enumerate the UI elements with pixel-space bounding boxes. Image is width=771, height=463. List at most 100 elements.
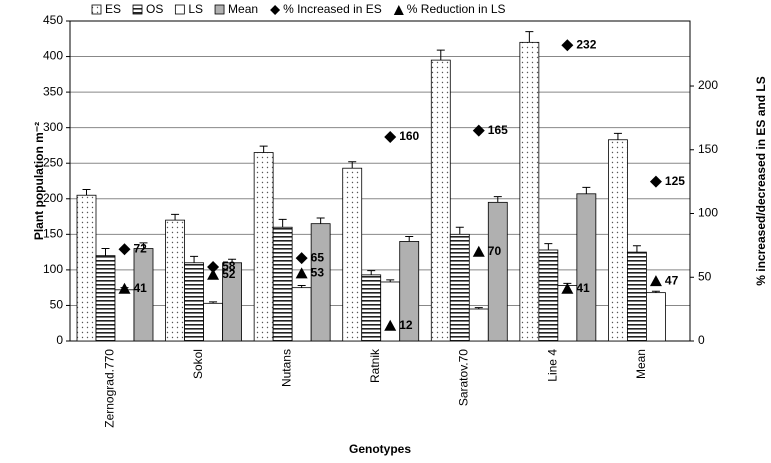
error-bar	[82, 189, 91, 196]
error-bar	[297, 285, 306, 288]
triangle-marker	[207, 268, 220, 280]
bar	[380, 281, 401, 342]
diamond-marker	[118, 243, 131, 256]
legend-marker	[393, 5, 404, 15]
triangle-marker	[295, 267, 308, 279]
bar	[538, 249, 559, 342]
error-bar	[348, 161, 357, 169]
error-bar	[632, 245, 641, 253]
x-tick-label: Mean	[634, 349, 648, 379]
error-bar	[474, 307, 483, 309]
bar	[519, 41, 540, 342]
x-tick-label: Saratov.70	[457, 349, 471, 406]
error-bar	[101, 248, 110, 256]
data-label: 41	[576, 281, 590, 295]
legend-label: ES	[105, 2, 121, 16]
data-label: 58	[222, 259, 236, 273]
diamond-marker	[207, 261, 220, 274]
error-bar	[228, 258, 237, 263]
bar	[627, 251, 647, 342]
bar	[272, 226, 293, 342]
y-tick-label: 200	[43, 191, 63, 205]
y-tick-label: 150	[43, 227, 63, 241]
data-label: 125	[665, 174, 685, 188]
y-tick-label: 50	[50, 298, 64, 312]
diamond-marker	[561, 39, 574, 52]
bar	[557, 285, 578, 342]
error-bar	[190, 255, 199, 263]
x-tick-label: Line 4	[545, 349, 559, 382]
error-bar	[582, 186, 591, 194]
y2-tick-label: 0	[698, 333, 705, 347]
data-label: 65	[311, 250, 325, 264]
data-label: 165	[488, 123, 508, 137]
triangle-marker	[472, 245, 485, 257]
y-tick-label: 300	[43, 120, 63, 134]
legend-label: LS	[188, 2, 203, 16]
y2-tick-label: 100	[698, 206, 718, 220]
triangle-marker	[561, 282, 574, 294]
data-label: 72	[134, 241, 148, 255]
diamond-marker	[384, 131, 397, 144]
error-bar	[544, 243, 553, 250]
triangle-marker	[118, 282, 131, 294]
y2-tick-label: 50	[698, 269, 712, 283]
bar	[184, 262, 204, 342]
error-bar	[405, 235, 414, 242]
bar	[291, 287, 312, 342]
y-axis-title: Plant population m⁻²	[32, 122, 46, 240]
error-bar	[316, 217, 325, 224]
error-bar	[209, 301, 218, 304]
bar	[646, 292, 666, 342]
x-tick-label: Zernograd.770	[102, 349, 116, 428]
bar	[361, 274, 382, 342]
legend-label: Mean	[228, 2, 258, 16]
legend-marker	[270, 5, 281, 15]
bar	[342, 167, 363, 342]
bar	[468, 308, 489, 342]
data-label: 70	[488, 244, 502, 258]
bar	[165, 219, 185, 342]
bar	[95, 255, 116, 342]
legend-label: OS	[146, 2, 163, 16]
bar	[449, 233, 470, 342]
bar	[76, 194, 97, 342]
y2-tick-label: 200	[698, 78, 718, 92]
error-bar	[139, 242, 148, 249]
bar	[310, 223, 331, 342]
error-bar	[171, 213, 180, 221]
legend-swatch	[91, 4, 102, 15]
legend-swatch	[132, 4, 143, 15]
error-bar	[259, 145, 268, 153]
bar	[487, 201, 508, 342]
data-label: 232	[576, 37, 596, 51]
y2-tick-label: 150	[698, 142, 718, 156]
y-tick-label: 350	[43, 84, 63, 98]
legend-label: % Increased in ES	[283, 2, 382, 16]
error-bar	[651, 290, 660, 293]
error-bar	[493, 196, 502, 203]
error-bar	[525, 31, 534, 43]
bar	[253, 152, 274, 342]
x-tick-label: Nutans	[280, 349, 294, 387]
data-label: 160	[399, 129, 419, 143]
bar	[608, 139, 628, 342]
bar	[576, 193, 597, 342]
bar	[114, 289, 135, 342]
y-tick-label: 400	[43, 49, 63, 63]
y-tick-label: 250	[43, 155, 63, 169]
error-bar	[613, 132, 622, 140]
data-label: 41	[134, 281, 148, 295]
x-tick-label: Ratnik	[368, 348, 382, 383]
legend-swatch	[174, 4, 185, 15]
error-bar	[367, 270, 376, 275]
y-tick-label: 0	[56, 333, 63, 347]
bar	[430, 59, 451, 342]
bar	[203, 302, 223, 342]
triangle-marker	[384, 319, 397, 331]
x-tick-label: Sokol	[191, 349, 205, 379]
data-label: 53	[311, 266, 325, 280]
data-label: 47	[665, 273, 679, 287]
